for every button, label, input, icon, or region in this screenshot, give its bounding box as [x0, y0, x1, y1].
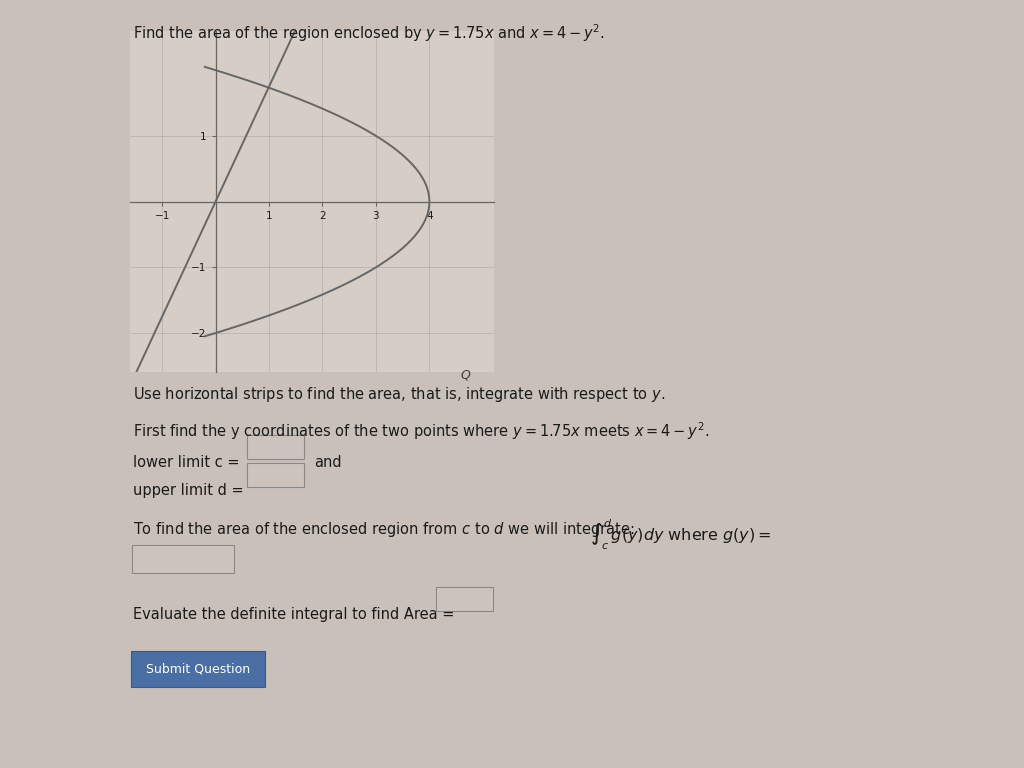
Text: Q: Q — [460, 368, 470, 381]
FancyBboxPatch shape — [247, 435, 304, 459]
Text: Evaluate the definite integral to find Area =: Evaluate the definite integral to find A… — [133, 607, 455, 622]
Text: upper limit d =: upper limit d = — [133, 483, 244, 498]
Text: Use horizontal strips to find the area, that is, integrate with respect to $y$.: Use horizontal strips to find the area, … — [133, 385, 666, 404]
Text: First find the y coordinates of the two points where $y = 1.75x$ meets $x = 4 - : First find the y coordinates of the two … — [133, 420, 710, 442]
FancyBboxPatch shape — [132, 545, 234, 573]
Text: Find the area of the region enclosed by $y = 1.75x$ and $x = 4 - y^2$.: Find the area of the region enclosed by … — [133, 22, 605, 44]
Text: and: and — [314, 455, 342, 470]
Text: Submit Question: Submit Question — [146, 663, 250, 676]
Text: To find the area of the enclosed region from $c$ to $d$ we will integrate:: To find the area of the enclosed region … — [133, 520, 634, 539]
FancyBboxPatch shape — [247, 463, 304, 487]
Text: lower limit c =: lower limit c = — [133, 455, 240, 470]
FancyBboxPatch shape — [131, 651, 265, 687]
Text: $\int_c^d g(y)dy$ where $g(y) =$: $\int_c^d g(y)dy$ where $g(y) =$ — [590, 518, 771, 552]
FancyBboxPatch shape — [436, 587, 493, 611]
